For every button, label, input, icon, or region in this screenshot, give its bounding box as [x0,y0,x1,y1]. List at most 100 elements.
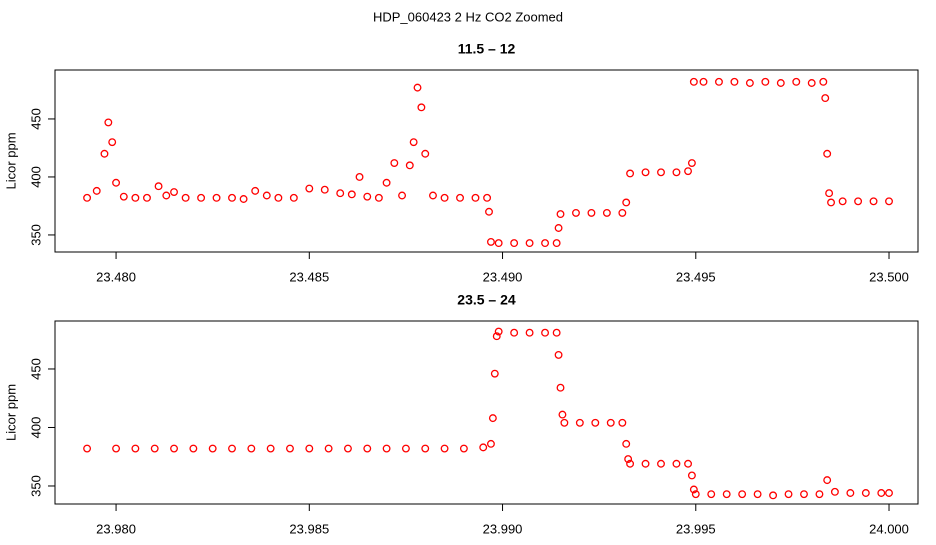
point [554,224,563,232]
point [800,490,808,499]
y-tick-label: 350 [28,224,43,246]
point [324,444,333,453]
point [108,138,117,147]
point [707,490,716,499]
point [429,191,437,200]
point [440,193,449,202]
point [541,239,550,248]
point [262,191,271,200]
point [560,418,569,427]
x-tick-label: 23.980 [96,521,136,536]
point [558,410,567,419]
point [854,197,863,206]
point [689,77,698,86]
x-tick-label: 23.995 [676,521,716,536]
point [815,490,824,499]
point [641,459,650,468]
point [821,94,830,103]
point [459,444,468,453]
point [492,332,501,341]
point [83,193,92,202]
point [485,207,493,216]
point [552,328,561,337]
point [228,444,236,453]
point [486,439,495,448]
point [819,77,828,86]
y-axis-label: Licor ppm [3,132,18,189]
point [150,444,159,453]
point [413,83,422,92]
point [838,197,847,206]
point [525,328,534,337]
point [510,328,519,337]
point [266,444,275,453]
point [618,208,627,217]
point [657,459,665,468]
point [885,489,893,497]
point [382,444,391,453]
point [486,237,495,246]
point [622,439,631,448]
point [490,369,499,378]
point [587,208,596,217]
point [197,193,206,202]
point [471,193,480,202]
point [363,444,372,453]
x-tick-label: 24.000 [869,521,909,536]
point [823,476,832,485]
x-tick-label: 23.490 [483,269,523,284]
point [421,444,430,453]
point [189,444,198,453]
point [745,79,754,87]
point [162,191,171,200]
point [769,491,778,500]
point [691,490,700,499]
point [488,414,497,423]
point [483,193,492,202]
point [626,459,635,468]
point [624,455,633,464]
point [494,327,503,336]
point [479,443,488,452]
x-tick-label: 23.495 [676,269,716,284]
point [154,182,163,191]
y-axis-label: Licor ppm [3,384,18,441]
point [320,185,329,194]
point [554,350,563,359]
point [792,77,801,86]
point [869,197,878,206]
point [622,198,631,207]
point [823,149,832,158]
point [239,195,248,203]
x-tick-label: 23.485 [289,269,329,284]
point [784,490,793,499]
point [510,239,519,248]
point [572,208,580,217]
panel-title: 23.5 – 24 [457,292,516,308]
point [456,193,464,202]
point [355,172,364,181]
point [591,418,600,427]
point [131,193,140,202]
point [305,184,314,193]
x-tick-label: 23.985 [289,521,329,536]
point [738,490,747,499]
point [382,178,391,187]
point [552,239,561,248]
point [83,444,92,453]
point [100,149,109,158]
y-tick-label: 450 [28,358,43,380]
point [672,459,681,468]
point [251,186,260,195]
point [684,459,692,468]
point [440,444,449,453]
point [289,193,298,202]
point [761,77,770,86]
point [112,444,121,453]
y-tick-label: 350 [28,475,43,497]
point [305,444,314,453]
point [722,490,731,499]
point [861,489,870,497]
